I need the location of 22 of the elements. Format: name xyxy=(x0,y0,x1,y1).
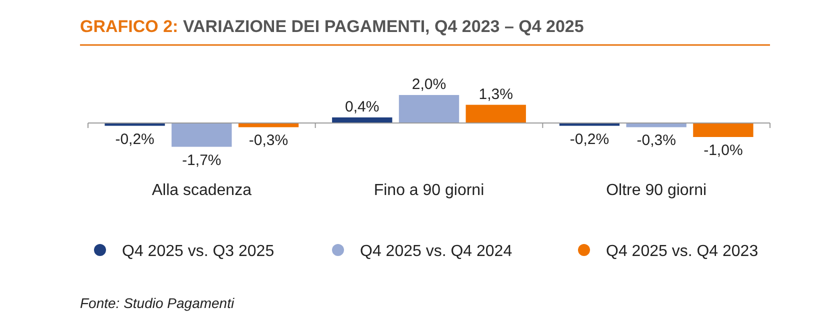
data-label: -0,2% xyxy=(570,130,610,148)
data-label: 0,4% xyxy=(345,98,380,116)
legend-label: Q4 2025 vs. Q4 2024 xyxy=(360,243,512,260)
data-label: -0,3% xyxy=(248,132,288,150)
bar xyxy=(104,123,165,126)
data-label: -0,2% xyxy=(115,130,154,148)
chart-title: GRAFICO 2: VARIAZIONE DEI PAGAMENTI, Q4 2023 – Q4 2025 xyxy=(80,17,584,36)
x-tick-label: Alla scadenza xyxy=(152,182,252,199)
bar xyxy=(172,123,232,147)
legend-label: Q4 2025 vs. Q4 2023 xyxy=(606,243,758,260)
x-tick-label: Oltre 90 giorni xyxy=(606,182,707,199)
data-label: -1,7% xyxy=(182,152,222,169)
bar xyxy=(693,123,754,137)
bar xyxy=(398,95,460,123)
data-label: -0,3% xyxy=(636,132,676,150)
legend-label: Q4 2025 vs. Q3 2025 xyxy=(122,243,274,260)
data-label: 2,0% xyxy=(412,76,446,93)
data-label: 1,3% xyxy=(478,86,513,103)
data-label: -1,0% xyxy=(704,142,743,159)
bar xyxy=(466,104,526,123)
source-note: Fonte: Studio Pagamenti xyxy=(80,295,235,311)
x-tick-label: Fino a 90 giorni xyxy=(374,182,484,199)
